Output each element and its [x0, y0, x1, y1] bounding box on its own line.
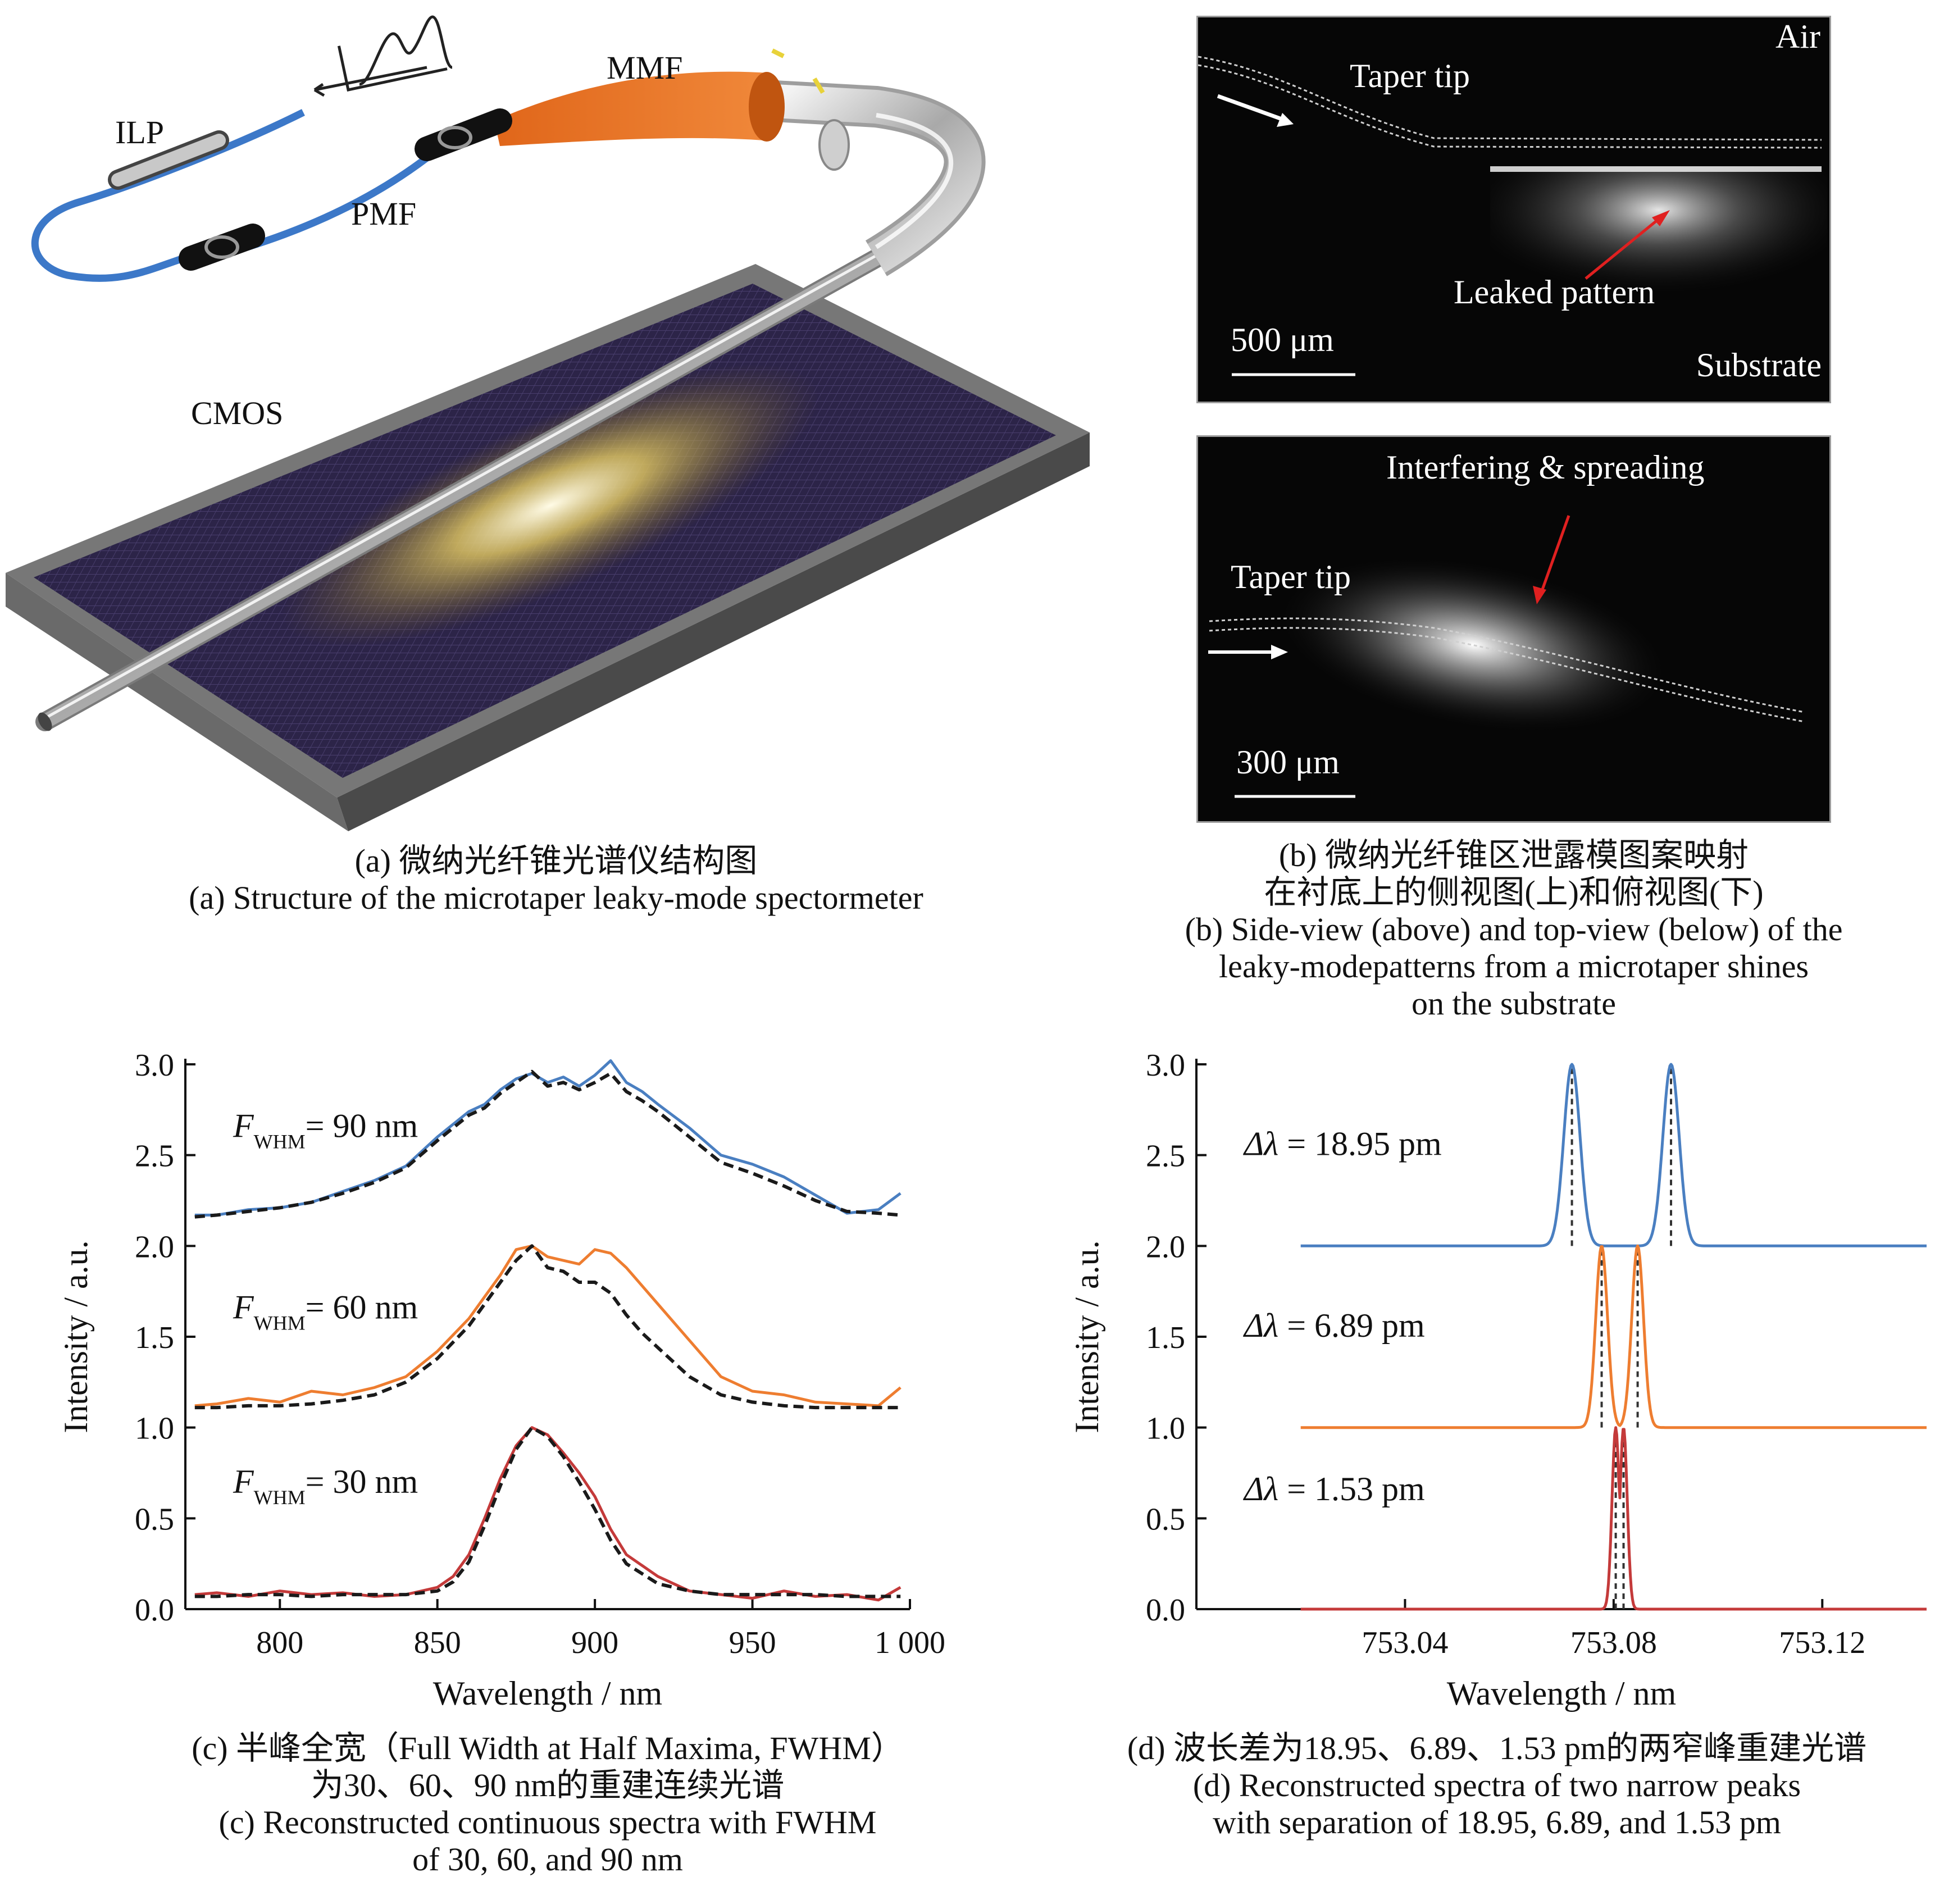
- chart-narrow-peaks: 0.0 0.5 1.0 1.5 2.0 2.5 3.0 753.04 753.08 753.12 W…: [1068, 1048, 1927, 1712]
- fwhm-annotation: FWHM= 90 nm: [233, 1107, 418, 1153]
- x-axis-label: Wavelength / nm: [1447, 1675, 1676, 1712]
- series-line: [1300, 1426, 1927, 1611]
- light-spark-icon: [771, 48, 825, 94]
- caption-cn-line: 在衬底上的侧视图(上)和俯视图(下): [1264, 874, 1764, 910]
- label-ilp: ILP: [115, 114, 164, 151]
- caption-en-line: (c) Reconstructed continuous spectra wit…: [218, 1804, 877, 1841]
- caption-en-line: leaky-modepatterns from a microtaper shi…: [1218, 948, 1809, 985]
- x-axis-label: Wavelength / nm: [433, 1675, 662, 1712]
- side-view-image: Air Taper tip Leaked pattern 500 μm Subs…: [1196, 16, 1831, 403]
- label-mmf: MMF: [607, 49, 682, 86]
- caption-cn-line: (d) 波长差为18.95、6.89、1.53 pm的两窄峰重建光谱: [1127, 1730, 1867, 1766]
- fwhm-annotation: FWHM= 30 nm: [233, 1463, 418, 1509]
- y-tick-label: 1.0: [1146, 1411, 1185, 1446]
- y-axis-label: Intensity / a.u.: [1068, 1240, 1105, 1433]
- scale-bar-label: 300 μm: [1236, 744, 1340, 781]
- label-air: Air: [1775, 18, 1820, 55]
- y-tick-label: 0.0: [135, 1593, 174, 1628]
- x-tick-label: 850: [414, 1625, 461, 1660]
- fwhm-annotation: FWHM= 60 nm: [233, 1289, 418, 1334]
- caption-cn-line: 为30、60、90 nm的重建连续光谱: [311, 1767, 785, 1803]
- fiber-connector: [415, 108, 512, 161]
- y-tick-label: 1.5: [135, 1320, 174, 1355]
- caption-en-line: on the substrate: [1411, 985, 1617, 1022]
- caption-cn-line: (b) 微纳光纤锥区泄露模图案映射: [1278, 837, 1749, 873]
- top-view-image: Interfering & spreading Taper tip 300 μm: [1196, 435, 1831, 823]
- x-tick-label: 1 000: [875, 1625, 945, 1660]
- caption-en: (a) Structure of the microtaper leaky-mo…: [189, 880, 923, 916]
- y-tick-label: 3.0: [1146, 1048, 1185, 1083]
- x-tick-label: 753.12: [1779, 1625, 1865, 1660]
- label-substrate: Substrate: [1696, 347, 1822, 384]
- label-leaked-pattern: Leaked pattern: [1454, 274, 1655, 311]
- x-tick-label: 753.08: [1570, 1625, 1657, 1660]
- y-tick-label: 0.5: [135, 1502, 174, 1537]
- series-line: [1300, 1063, 1927, 1247]
- mmf-jacket: [494, 71, 850, 171]
- caption-panel-b: (b) 微纳光纤锥区泄露模图案映射 在衬底上的侧视图(上)和俯视图(下) (b)…: [1095, 837, 1932, 1022]
- y-tick-label: 1.5: [1146, 1320, 1185, 1355]
- caption-cn-line: (c) 半峰全宽（Full Width at Half Maxima, FWHM…: [192, 1730, 904, 1766]
- series-line: [194, 1244, 902, 1407]
- x-tick-label: 753.04: [1362, 1625, 1448, 1660]
- caption-cn: (a) 微纳光纤锥光谱仪结构图: [354, 842, 758, 879]
- y-tick-label: 1.0: [135, 1411, 174, 1446]
- y-axis-label: Intensity / a.u.: [57, 1240, 94, 1433]
- y-tick-label: 3.0: [135, 1048, 174, 1083]
- label-taper-tip: Taper tip: [1231, 558, 1351, 595]
- y-tick-label: 2.0: [135, 1229, 174, 1264]
- y-tick-label: 2.0: [1146, 1229, 1185, 1264]
- cmos-sensor: [6, 264, 1090, 831]
- delta-lambda-annotation: Δλ = 18.95 pm: [1243, 1126, 1442, 1163]
- caption-panel-a: (a) 微纳光纤锥光谱仪结构图 (a) Structure of the mic…: [45, 842, 1067, 917]
- caption-panel-d: (d) 波长差为18.95、6.89、1.53 pm的两窄峰重建光谱 (d) R…: [1056, 1730, 1938, 1841]
- series-line: [1300, 1244, 1927, 1429]
- y-tick-label: 0.5: [1146, 1502, 1185, 1537]
- series-line: [194, 1244, 901, 1410]
- x-tick-label: 900: [571, 1625, 618, 1660]
- ilp-polarizer: [108, 130, 229, 190]
- caption-en-line: of 30, 60, and 90 nm: [412, 1841, 683, 1878]
- scale-bar-label: 500 μm: [1231, 321, 1334, 358]
- spectrometer-illustration: ILP PMF MMF CMOS: [6, 15, 1090, 831]
- x-tick-label: 950: [729, 1625, 776, 1660]
- label-cmos: CMOS: [191, 395, 283, 431]
- spectrum-icon: [313, 15, 453, 97]
- chart-continuous-spectra: 0.0 0.5 1.0 1.5 2.0 2.5 3.0 800 850 900 950 1 000 Wa…: [57, 1048, 945, 1712]
- series-line: [194, 1425, 901, 1598]
- label-pmf: PMF: [351, 195, 416, 232]
- series-line: [194, 1426, 902, 1602]
- microtaper-fiber: [35, 80, 986, 731]
- caption-panel-c: (c) 半峰全宽（Full Width at Half Maxima, FWHM…: [73, 1730, 1022, 1878]
- caption-en-line: with separation of 18.95, 6.89, and 1.53…: [1213, 1804, 1781, 1841]
- caption-en-line: (d) Reconstructed spectra of two narrow …: [1192, 1767, 1801, 1803]
- series-line: [194, 1069, 901, 1219]
- y-tick-label: 2.5: [135, 1139, 174, 1174]
- delta-lambda-annotation: Δλ = 1.53 pm: [1243, 1470, 1425, 1507]
- caption-en-line: (b) Side-view (above) and top-view (belo…: [1185, 911, 1843, 948]
- label-taper-tip: Taper tip: [1350, 57, 1470, 94]
- x-tick-label: 800: [256, 1625, 303, 1660]
- y-tick-label: 0.0: [1146, 1593, 1185, 1628]
- delta-lambda-annotation: Δλ = 6.89 pm: [1243, 1307, 1425, 1344]
- label-interfering-spreading: Interfering & spreading: [1386, 449, 1705, 486]
- y-tick-label: 2.5: [1146, 1139, 1185, 1174]
- fiber-connector: [179, 224, 265, 271]
